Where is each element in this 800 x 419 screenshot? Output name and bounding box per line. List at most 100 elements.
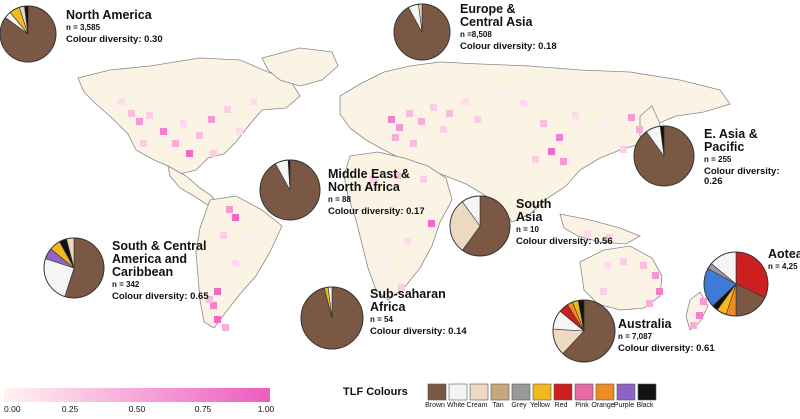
region-name: South Asia <box>516 197 552 225</box>
sample-size: n = 255 <box>704 155 732 165</box>
region-name: Sub-saharan Africa <box>370 287 446 315</box>
hotspot-cell <box>214 288 221 295</box>
land-southeast-asia <box>559 213 641 245</box>
hotspot-cell <box>620 258 627 265</box>
region-name: Europe & Central Asia <box>460 2 533 30</box>
hotspot-cell <box>224 106 231 113</box>
hotspot-cell <box>206 296 213 303</box>
region-label-middle-east-north-africa: Middle East & North Africa n = 88 Colour… <box>328 167 425 217</box>
hotspot-cell <box>700 298 707 305</box>
hotspot-cell <box>214 316 221 323</box>
legend-title: TLF Colours <box>343 386 408 398</box>
region-label-aotearoa: Aotea n = 4,25 <box>768 247 800 272</box>
swatch-purple <box>616 383 636 401</box>
hotspot-cells <box>118 90 707 331</box>
pie-europe-central-asia <box>393 3 451 61</box>
hotspot-cell <box>140 140 147 147</box>
hotspot-cell <box>646 300 653 307</box>
pie-east-asia-pacific <box>633 125 695 187</box>
scale-tick: 1.00 <box>257 404 275 414</box>
hotspot-cell <box>186 150 193 157</box>
region-label-europe-central-asia: Europe & Central Asia n =8,508 Colour di… <box>460 2 557 52</box>
hotspot-cell <box>394 172 401 179</box>
hotspot-cell <box>440 126 447 133</box>
hotspot-cell <box>540 120 547 127</box>
hotspot-cell <box>636 126 643 133</box>
hotspot-cell <box>210 150 217 157</box>
region-name: E. Asia & Pacific <box>704 127 758 155</box>
scale-tick: 0.25 <box>61 404 79 414</box>
hotspot-cell <box>556 134 563 141</box>
swatch-label: Purple <box>613 402 635 409</box>
hotspot-cell <box>572 112 579 119</box>
hotspot-cell <box>384 262 391 269</box>
swatch-label: Grey <box>511 402 527 409</box>
swatch-red <box>553 383 573 401</box>
hotspot-cell <box>220 232 227 239</box>
colour-diversity: Colour diversity: 0.56 <box>516 235 613 247</box>
hotspot-cell <box>652 272 659 279</box>
region-label-south-asia: South Asia n = 10 Colour diversity: 0.56 <box>516 197 613 247</box>
hotspot-cell <box>420 176 427 183</box>
landmasses <box>77 47 731 331</box>
hotspot-cell <box>462 98 469 105</box>
region-label-north-america: North America n = 3,585 Colour diversity… <box>66 8 163 44</box>
scale-tick: 0.50 <box>128 404 146 414</box>
hotspot-cell <box>474 116 481 123</box>
hotspot-cell <box>232 214 239 221</box>
swatch-brown <box>427 383 447 401</box>
hotspot-cell <box>640 262 647 269</box>
hotspot-cell <box>244 232 251 239</box>
region-label-sub-saharan-africa: Sub-saharan Africa n = 54 Colour diversi… <box>370 287 467 337</box>
hotspot-cell <box>404 238 411 245</box>
region-label-east-asia-pacific: E. Asia & Pacific n = 255 Colour diversi… <box>704 127 800 187</box>
region-label-australia: Australia n = 7,087 Colour diversity: 0.… <box>618 317 715 353</box>
land-greenland <box>261 47 339 87</box>
hotspot-cell <box>604 262 611 269</box>
region-name: North America <box>66 8 152 22</box>
swatch-orange <box>595 383 615 401</box>
hotspot-cell <box>418 118 425 125</box>
swatch-label: Black <box>636 402 654 409</box>
hotspot-cell <box>520 100 527 107</box>
sample-size: n = 3,585 <box>66 23 101 33</box>
hotspot-cell <box>146 112 153 119</box>
hotspot-cell <box>208 116 215 123</box>
hotspot-cell <box>620 146 627 153</box>
hotspot-cell <box>584 230 591 237</box>
sample-size: n = 7,087 <box>618 332 653 342</box>
swatch-tan <box>490 383 510 401</box>
swatch-black <box>637 383 657 401</box>
swatch-label: Cream <box>466 402 488 409</box>
hotspot-cell <box>606 234 613 241</box>
hotspot-cell <box>696 312 703 319</box>
hotspot-cell <box>406 110 413 117</box>
hotspot-cell <box>370 176 377 183</box>
land-north-america <box>77 57 301 175</box>
pie-aotearoa <box>703 251 769 317</box>
swatch-pink <box>574 383 594 401</box>
hotspot-cell <box>532 156 539 163</box>
colour-diversity: Colour diversity: 0.14 <box>370 325 467 337</box>
swatch-white <box>448 383 468 401</box>
region-name: South & Central America and Caribbean <box>112 239 207 280</box>
swatch-grey <box>511 383 531 401</box>
hotspot-cell <box>160 128 167 135</box>
legend-graphics <box>4 383 657 402</box>
swatch-yellow <box>532 383 552 401</box>
swatch-label: White <box>447 402 465 409</box>
pie-middle-east-north-africa <box>259 159 321 221</box>
land-africa <box>343 151 453 301</box>
region-name: Aotea <box>768 247 800 261</box>
scale-tick: 0.00 <box>4 404 21 414</box>
swatch-label: Brown <box>425 402 445 409</box>
sample-size: n =8,508 <box>460 30 492 40</box>
swatch-label: Orange <box>591 402 615 409</box>
hotspot-cell <box>392 134 399 141</box>
swatch-label: Tan <box>492 402 504 409</box>
hotspot-cell <box>500 90 507 97</box>
hotspot-cell <box>656 288 663 295</box>
hotspot-cell <box>210 302 217 309</box>
